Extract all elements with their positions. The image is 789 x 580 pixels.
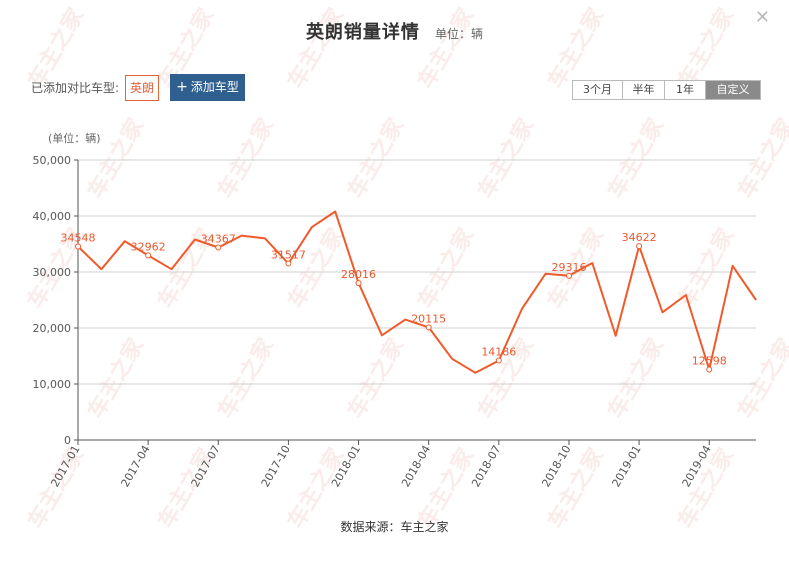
- watermark-mark: 车主之家: [213, 333, 280, 423]
- data-point: [565, 272, 572, 279]
- model-tag[interactable]: 英朗: [125, 74, 160, 101]
- data-point: [145, 252, 152, 259]
- data-label: 28016: [341, 268, 376, 281]
- data-label: 14186: [481, 346, 516, 359]
- x-tick-label: 2017-04: [118, 443, 152, 489]
- watermark-mark: 车主之家: [733, 333, 789, 423]
- x-tick-label: 2018-07: [469, 443, 503, 489]
- y-tick-label: 0: [64, 434, 71, 447]
- watermark-mark: 车主之家: [413, 3, 480, 93]
- range-1-year-button[interactable]: 1年: [664, 81, 705, 99]
- series-line: [77, 210, 757, 374]
- y-tick-label: 40,000: [33, 210, 72, 223]
- data-point: [355, 280, 362, 287]
- watermark-mark: 车主之家: [213, 113, 280, 203]
- watermark-mark: 车主之家: [603, 113, 670, 203]
- watermark-mark: 车主之家: [673, 223, 740, 313]
- data-label: 12598: [692, 354, 727, 367]
- data-label: 34367: [201, 233, 236, 246]
- close-icon[interactable]: ✕: [754, 7, 770, 28]
- compare-label: 已添加对比车型:: [31, 81, 120, 95]
- y-tick-label: 30,000: [33, 266, 72, 279]
- y-tick-label: 20,000: [33, 322, 72, 335]
- data-point: [75, 243, 81, 250]
- y-axis-unit-label: (单位：辆): [48, 131, 101, 145]
- watermark-mark: 车主之家: [413, 223, 480, 313]
- data-label: 29316: [551, 261, 586, 274]
- data-label: 34622: [622, 231, 657, 244]
- data-point: [636, 243, 643, 250]
- x-tick-label: 2018-04: [399, 443, 433, 489]
- watermark-mark: 车主之家: [473, 113, 540, 203]
- watermark-mark: 车主之家: [343, 113, 410, 203]
- watermark-mark: 车主之家: [733, 113, 789, 203]
- x-tick-label: 2017-10: [259, 443, 293, 489]
- data-source: 数据来源：车主之家: [340, 520, 449, 534]
- compare-row: 已添加对比车型: 英朗 + 添加车型: [31, 74, 245, 101]
- page-title: 英朗销量详情: [305, 22, 420, 43]
- data-label: 32962: [131, 240, 166, 253]
- y-tick-label: 10,000: [33, 378, 72, 391]
- watermark-mark: 车主之家: [283, 3, 350, 93]
- watermark-mark: 车主之家: [83, 333, 150, 423]
- data-point: [706, 366, 713, 373]
- title-row: 英朗销量详情 单位：辆: [0, 18, 789, 44]
- data-label: 34548: [61, 232, 96, 245]
- watermark-mark: 车主之家: [83, 113, 150, 203]
- watermark-mark: 车主之家: [343, 333, 410, 423]
- data-point: [285, 260, 292, 267]
- watermark-mark: 车主之家: [283, 223, 350, 313]
- range-custom-button[interactable]: 自定义: [705, 81, 760, 99]
- add-model-label: 添加车型: [190, 80, 239, 94]
- data-point: [215, 244, 222, 251]
- plus-icon: +: [176, 79, 188, 95]
- data-label: 31517: [271, 249, 306, 262]
- data-point: [495, 357, 502, 364]
- data-label: 20115: [411, 312, 446, 325]
- range-selector: 3个月 半年 1年 自定义: [572, 80, 761, 100]
- x-tick-label: 2019-01: [609, 443, 643, 489]
- watermark-mark: 车主之家: [603, 333, 670, 423]
- data-point: [425, 324, 432, 331]
- range-half-year-button[interactable]: 半年: [622, 81, 664, 99]
- title-unit: 单位：辆: [435, 27, 484, 41]
- range-3-months-button[interactable]: 3个月: [573, 81, 622, 99]
- add-model-button[interactable]: + 添加车型: [170, 74, 245, 101]
- y-tick-label: 50,000: [33, 154, 72, 167]
